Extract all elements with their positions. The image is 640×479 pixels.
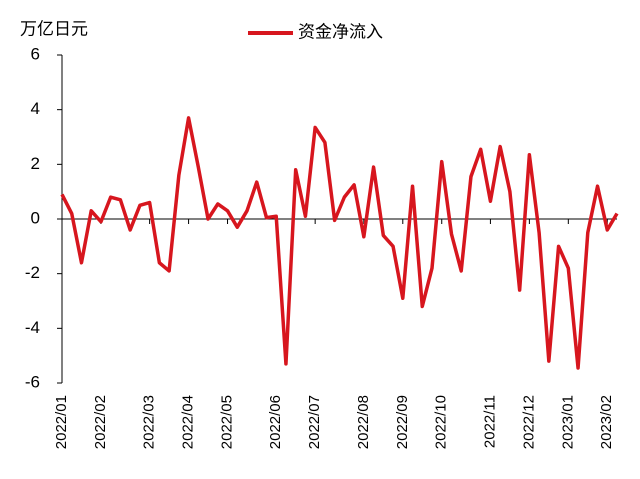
x-tick-label: 2022/05 xyxy=(218,395,235,449)
x-tick-label: 2023/02 xyxy=(598,395,615,449)
x-tick-label: 2022/09 xyxy=(394,395,411,449)
y-tick-label: -4 xyxy=(25,318,40,337)
x-tick-label: 2022/02 xyxy=(92,395,109,449)
x-tick-label: 2022/03 xyxy=(141,395,158,449)
x-tick-label: 2022/01 xyxy=(53,395,70,449)
y-tick-label: 4 xyxy=(31,99,40,118)
y-tick-label: 0 xyxy=(31,208,40,227)
y-tick-label: -6 xyxy=(25,372,40,391)
x-tick-label: 2022/07 xyxy=(306,395,323,449)
x-tick-label: 2022/08 xyxy=(355,395,372,449)
x-tick-label: 2022/10 xyxy=(433,395,450,449)
y-axis-label: 万亿日元 xyxy=(20,19,88,38)
legend-label: 资金净流入 xyxy=(298,22,383,41)
x-tick-label: 2022/12 xyxy=(520,395,537,449)
data-line xyxy=(60,116,619,370)
x-tick-label: 2022/04 xyxy=(180,395,197,449)
x-tick-label: 2023/01 xyxy=(559,395,576,449)
y-tick-label: -2 xyxy=(25,263,40,282)
y-tick-label: 2 xyxy=(31,154,40,173)
x-tick-label: 2022/11 xyxy=(481,395,498,448)
x-tick-label: 2022/06 xyxy=(267,395,284,449)
y-tick-label: 6 xyxy=(31,44,40,63)
